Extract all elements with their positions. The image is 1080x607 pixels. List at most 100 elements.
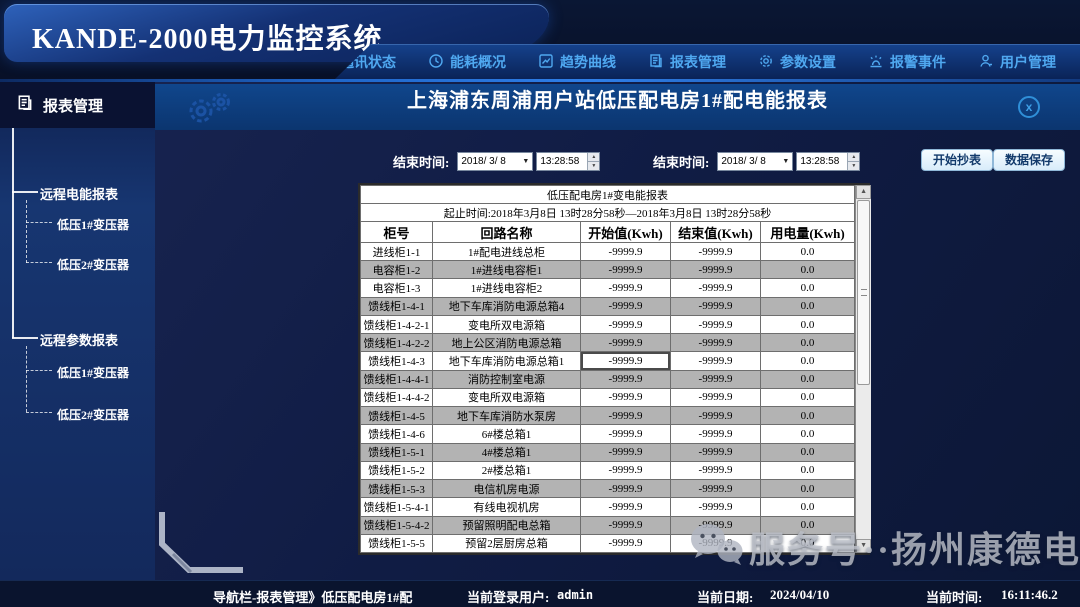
cabinet-cell[interactable]: 馈线柜1-4-2-2 [360,333,433,353]
circuit-cell[interactable]: 地上公区消防电源总箱 [432,333,581,353]
usage-cell[interactable]: 0.0 [759,241,856,262]
nav-item-energy-overview[interactable]: 能耗概况 [412,52,522,72]
table-scrollbar[interactable]: ▲ ▼ [855,185,872,553]
nav-item-param-settings[interactable]: 参数设置 [742,52,852,72]
cabinet-cell[interactable]: 馈线柜1-5-1 [360,442,433,462]
table-row[interactable]: 馈线柜1-4-2-1 变电所双电源箱 -9999.9 -9999.9 0.0 [360,314,856,335]
start-value-cell[interactable]: -9999.9 [580,460,671,481]
end-value-cell[interactable]: -9999.9 [670,387,761,408]
circuit-cell[interactable]: 1#配电进线总柜 [432,241,581,262]
start-value-cell[interactable]: -9999.9 [580,369,671,389]
table-row[interactable]: 馈线柜1-5-2 2#楼总箱1 -9999.9 -9999.9 0.0 [360,460,856,481]
usage-cell[interactable]: 0.0 [759,533,856,554]
table-row[interactable]: 进线柜1-1 1#配电进线总柜 -9999.9 -9999.9 0.0 [360,241,856,262]
spinner-down-icon[interactable]: ▼ [588,160,600,170]
usage-cell[interactable]: 0.0 [759,351,856,371]
usage-cell[interactable]: 0.0 [759,278,856,298]
circuit-cell[interactable]: 4#楼总箱1 [432,442,581,462]
start-value-cell[interactable]: -9999.9 [580,260,671,280]
table-row[interactable]: 馈线柜1-4-3 地下车库消防电源总箱1 -9999.9 -9999.9 0.0 [360,351,856,371]
end-value-cell[interactable]: -9999.9 [670,460,761,481]
end-value-cell[interactable]: -9999.9 [670,497,761,517]
end-value-cell[interactable]: -9999.9 [670,515,761,535]
cabinet-cell[interactable]: 馈线柜1-5-4-1 [360,497,433,517]
sidebar-item-lv1-transformer[interactable]: 低压1#变压器 [57,218,130,232]
usage-cell[interactable]: 0.0 [759,442,856,462]
circuit-cell[interactable]: 预留2层厨房总箱 [432,533,581,554]
circuit-cell[interactable]: 变电所双电源箱 [432,387,581,408]
cabinet-cell[interactable]: 进线柜1-1 [360,241,433,262]
end-value-cell[interactable]: -9999.9 [670,406,761,426]
nav-item-user-manage[interactable]: 用户管理 [962,52,1072,72]
end-value-cell[interactable]: -9999.9 [670,333,761,353]
cabinet-cell[interactable]: 馈线柜1-4-4-1 [360,369,433,389]
cabinet-cell[interactable]: 馈线柜1-5-4-2 [360,515,433,535]
table-row[interactable]: 馈线柜1-4-2-2 地上公区消防电源总箱 -9999.9 -9999.9 0.0 [360,333,856,353]
usage-cell[interactable]: 0.0 [759,333,856,353]
time-picker[interactable]: 13:28:58 ▲ ▼ [796,151,861,171]
start-value-cell[interactable]: -9999.9 [580,406,671,426]
table-row[interactable]: 馈线柜1-4-6 6#楼总箱1 -9999.9 -9999.9 0.0 [360,424,856,444]
circuit-cell[interactable]: 地下车库消防电源总箱4 [432,296,581,316]
end-value-cell[interactable]: -9999.9 [670,241,761,262]
start-value-cell[interactable]: -9999.9 [580,241,671,262]
circuit-cell[interactable]: 1#进线电容柜1 [432,260,581,280]
usage-cell[interactable]: 0.0 [759,260,856,280]
cabinet-cell[interactable]: 馈线柜1-4-3 [360,351,433,371]
cabinet-cell[interactable]: 电容柜1-3 [360,278,433,298]
circuit-cell[interactable]: 地下车库消防电源总箱1 [432,351,581,371]
start-value-cell[interactable]: -9999.9 [580,424,671,444]
table-row[interactable]: 馈线柜1-4-1 地下车库消防电源总箱4 -9999.9 -9999.9 0.0 [360,296,856,316]
nav-item-alarm-events[interactable]: 报警事件 [852,52,962,72]
circuit-cell[interactable]: 6#楼总箱1 [432,424,581,444]
circuit-cell[interactable]: 有线电视机房 [432,497,581,517]
start-value-cell[interactable]: -9999.9 [580,314,671,335]
circuit-cell[interactable]: 地下车库消防水泵房 [432,406,581,426]
sidebar-item-lv2-transformer[interactable]: 低压2#变压器 [57,258,130,272]
usage-cell[interactable]: 0.0 [759,460,856,481]
usage-cell[interactable]: 0.0 [759,424,856,444]
chevron-down-icon[interactable]: ▼ [522,157,530,165]
end-value-cell[interactable]: -9999.9 [670,479,761,499]
cabinet-cell[interactable]: 馈线柜1-5-3 [360,479,433,499]
usage-cell[interactable]: 0.0 [759,387,856,408]
end-value-cell[interactable]: -9999.9 [670,278,761,298]
sidebar-group-param-report[interactable]: 远程参数报表 [40,333,119,348]
usage-cell[interactable]: 0.0 [759,515,856,535]
sidebar-header-report-manage[interactable]: 报表管理 [0,82,155,128]
cabinet-cell[interactable]: 馈线柜1-4-4-2 [360,387,433,408]
end-value-cell[interactable]: -9999.9 [670,260,761,280]
end-value-cell[interactable]: -9999.9 [670,369,761,389]
table-row[interactable]: 馈线柜1-5-1 4#楼总箱1 -9999.9 -9999.9 0.0 [360,442,856,462]
circuit-cell[interactable]: 变电所双电源箱 [432,314,581,335]
end-value-cell[interactable]: -9999.9 [670,296,761,316]
date-picker[interactable]: 2018/ 3/ 8 ▼ [457,151,534,171]
cabinet-cell[interactable]: 馈线柜1-5-5 [360,533,433,554]
nav-item-report-manage[interactable]: 报表管理 [632,52,742,72]
table-row[interactable]: 馈线柜1-4-5 地下车库消防水泵房 -9999.9 -9999.9 0.0 [360,406,856,426]
spinner-up-icon[interactable]: ▲ [588,152,600,161]
usage-cell[interactable]: 0.0 [759,406,856,426]
time-picker[interactable]: 13:28:58 ▲ ▼ [536,151,601,171]
end-value-cell[interactable]: -9999.9 [670,424,761,444]
end-value-cell[interactable]: -9999.9 [670,533,761,554]
cabinet-cell[interactable]: 馈线柜1-4-5 [360,406,433,426]
date-picker[interactable]: 2018/ 3/ 8 ▼ [717,151,794,171]
end-value-cell[interactable]: -9999.9 [670,351,761,371]
start-value-cell[interactable]: -9999.9 [580,479,671,499]
start-value-cell[interactable]: -9999.9 [580,533,671,554]
cabinet-cell[interactable]: 馈线柜1-5-2 [360,460,433,481]
cabinet-cell[interactable]: 电容柜1-2 [360,260,433,280]
circuit-cell[interactable]: 2#楼总箱1 [432,460,581,481]
cabinet-cell[interactable]: 馈线柜1-4-2-1 [360,314,433,335]
table-row[interactable]: 馈线柜1-5-4-1 有线电视机房 -9999.9 -9999.9 0.0 [360,497,856,517]
table-row[interactable]: 馈线柜1-5-3 电信机房电源 -9999.9 -9999.9 0.0 [360,479,856,499]
table-row[interactable]: 电容柜1-3 1#进线电容柜2 -9999.9 -9999.9 0.0 [360,278,856,298]
usage-cell[interactable]: 0.0 [759,314,856,335]
save-data-button[interactable]: 数据保存 [993,149,1066,171]
usage-cell[interactable]: 0.0 [759,296,856,316]
circuit-cell[interactable]: 消防控制室电源 [432,369,581,389]
start-value-cell[interactable]: -9999.9 [580,296,671,316]
spinner-down-icon[interactable]: ▼ [848,160,860,170]
spinner-up-icon[interactable]: ▲ [848,152,860,161]
